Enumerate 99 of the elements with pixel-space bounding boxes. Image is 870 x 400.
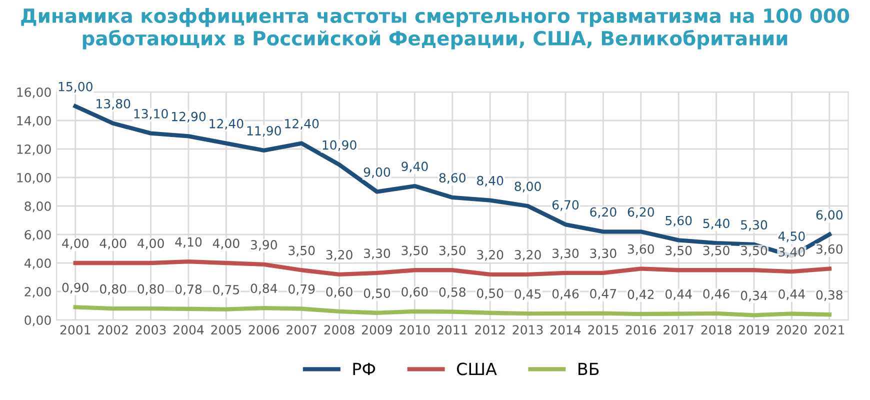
data-label: 0,50 [477, 288, 504, 300]
x-tick-label: 2013 [512, 325, 543, 335]
data-label: 12,40 [285, 118, 319, 130]
data-label: 3,60 [816, 244, 842, 256]
data-label: 0,75 [213, 284, 240, 296]
data-label: 4,00 [137, 238, 164, 250]
x-tick-label: 2008 [324, 325, 354, 335]
data-label: 0,90 [62, 282, 88, 294]
data-label: 9,40 [402, 162, 428, 172]
data-label: 0,44 [778, 289, 805, 300]
x-tick-label: 2011 [437, 325, 468, 335]
data-label: 0,58 [439, 287, 466, 298]
data-label: 8,60 [439, 173, 466, 184]
x-tick-label: 2016 [626, 325, 656, 335]
x-tick-label: 2018 [701, 325, 732, 335]
data-label: 0,44 [666, 289, 692, 300]
data-label: 3,20 [514, 250, 541, 261]
data-label: 6,00 [816, 210, 842, 221]
x-tick-label: 2015 [588, 325, 618, 335]
x-tick-label: 2017 [664, 325, 694, 335]
y-tick-label: 0,00 [24, 315, 51, 326]
x-tick-label: 2004 [174, 325, 204, 335]
x-tick-label: 2012 [475, 325, 505, 335]
y-tick-label: 4,00 [24, 258, 51, 270]
data-label: 0,79 [288, 284, 315, 296]
line-series [73, 305, 832, 318]
data-label: 4,00 [100, 238, 126, 250]
data-label: 0,46 [552, 289, 579, 300]
legend-label: РФ [353, 362, 376, 376]
data-label: 5,60 [666, 216, 692, 227]
x-tick-label: 2010 [400, 325, 430, 335]
data-label: 0,46 [703, 289, 730, 300]
x-tick-label: 2019 [739, 325, 770, 335]
data-label: 12,40 [210, 118, 244, 130]
data-label: 4,10 [175, 237, 202, 248]
x-tick-label: 2021 [814, 325, 844, 335]
data-label: 3,50 [439, 246, 466, 256]
y-tick-label: 16,00 [17, 87, 51, 98]
data-label: 10,90 [322, 140, 356, 152]
data-label: 3,40 [778, 247, 805, 258]
data-label: 0,38 [816, 290, 842, 301]
data-label: 3,50 [288, 246, 315, 256]
legend-label: ВБ [578, 362, 599, 376]
data-label: 0,47 [590, 288, 616, 300]
data-label: 6,20 [590, 207, 616, 218]
data-label: 3,60 [628, 244, 654, 256]
data-label: 3,30 [364, 248, 390, 260]
data-label: 4,50 [778, 232, 805, 242]
data-label: 4,00 [212, 238, 240, 250]
data-label: 12,90 [172, 112, 206, 123]
data-label: 8,00 [514, 182, 541, 192]
data-label: 3,30 [590, 248, 616, 260]
x-tick-label: 2020 [776, 325, 807, 335]
y-tick-label: 12,00 [17, 144, 51, 156]
data-label: 11,90 [247, 126, 281, 137]
data-label: 13,80 [96, 98, 130, 110]
data-label: 15,00 [58, 82, 92, 93]
y-tick-label: 14,00 [17, 116, 51, 127]
y-tick-label: 6,00 [24, 230, 51, 241]
line-series [73, 259, 832, 276]
x-tick-label: 2003 [136, 325, 166, 335]
y-tick-label: 2,00 [24, 286, 51, 298]
data-label: 3,30 [552, 248, 579, 260]
y-tick-label: 10,00 [17, 172, 51, 184]
x-tick-label: 2007 [286, 325, 316, 335]
data-label: 5,30 [741, 220, 768, 231]
data-label: 0,60 [326, 287, 352, 298]
chart-title: Динамика коэффициента частоты смертельного травматизма на 100 000 работающих в Российской Федерации, США, Великобритании [21, 8, 850, 50]
data-label: 5,40 [703, 218, 730, 230]
x-tick-label: 2002 [98, 325, 128, 335]
data-label: 6,20 [628, 207, 654, 218]
legend-label: США [457, 362, 497, 376]
y-tick-label: 8,00 [24, 201, 51, 212]
data-label: 0,34 [740, 290, 768, 302]
data-label: 0,80 [100, 284, 126, 295]
data-label: 0,78 [175, 284, 202, 296]
x-tick-label: 2014 [550, 325, 581, 335]
data-label: 3,90 [250, 240, 277, 251]
data-label: 6,70 [552, 200, 579, 211]
data-label: 0,80 [138, 284, 164, 295]
data-label: 4,00 [62, 238, 88, 250]
data-label: 0,50 [364, 288, 390, 300]
data-label: 0,42 [628, 290, 654, 300]
x-tick-label: 2006 [248, 325, 280, 335]
data-label: 3,20 [326, 250, 352, 261]
x-tick-label: 2009 [362, 325, 392, 335]
x-tick-label: 2001 [60, 325, 90, 335]
data-label: 13,10 [134, 108, 168, 120]
data-label: 8,40 [477, 176, 504, 187]
data-label: 0,45 [514, 289, 541, 300]
data-label: 3,20 [477, 250, 504, 261]
x-tick-label: 2005 [211, 325, 242, 335]
data-label: 3,50 [741, 246, 768, 256]
data-label: 3,50 [402, 246, 428, 256]
data-label: 3,50 [666, 246, 692, 256]
data-label: 9,00 [364, 167, 390, 178]
data-label: 0,60 [402, 287, 428, 298]
data-label: 0,84 [250, 284, 278, 294]
data-label: 3,50 [703, 246, 730, 256]
